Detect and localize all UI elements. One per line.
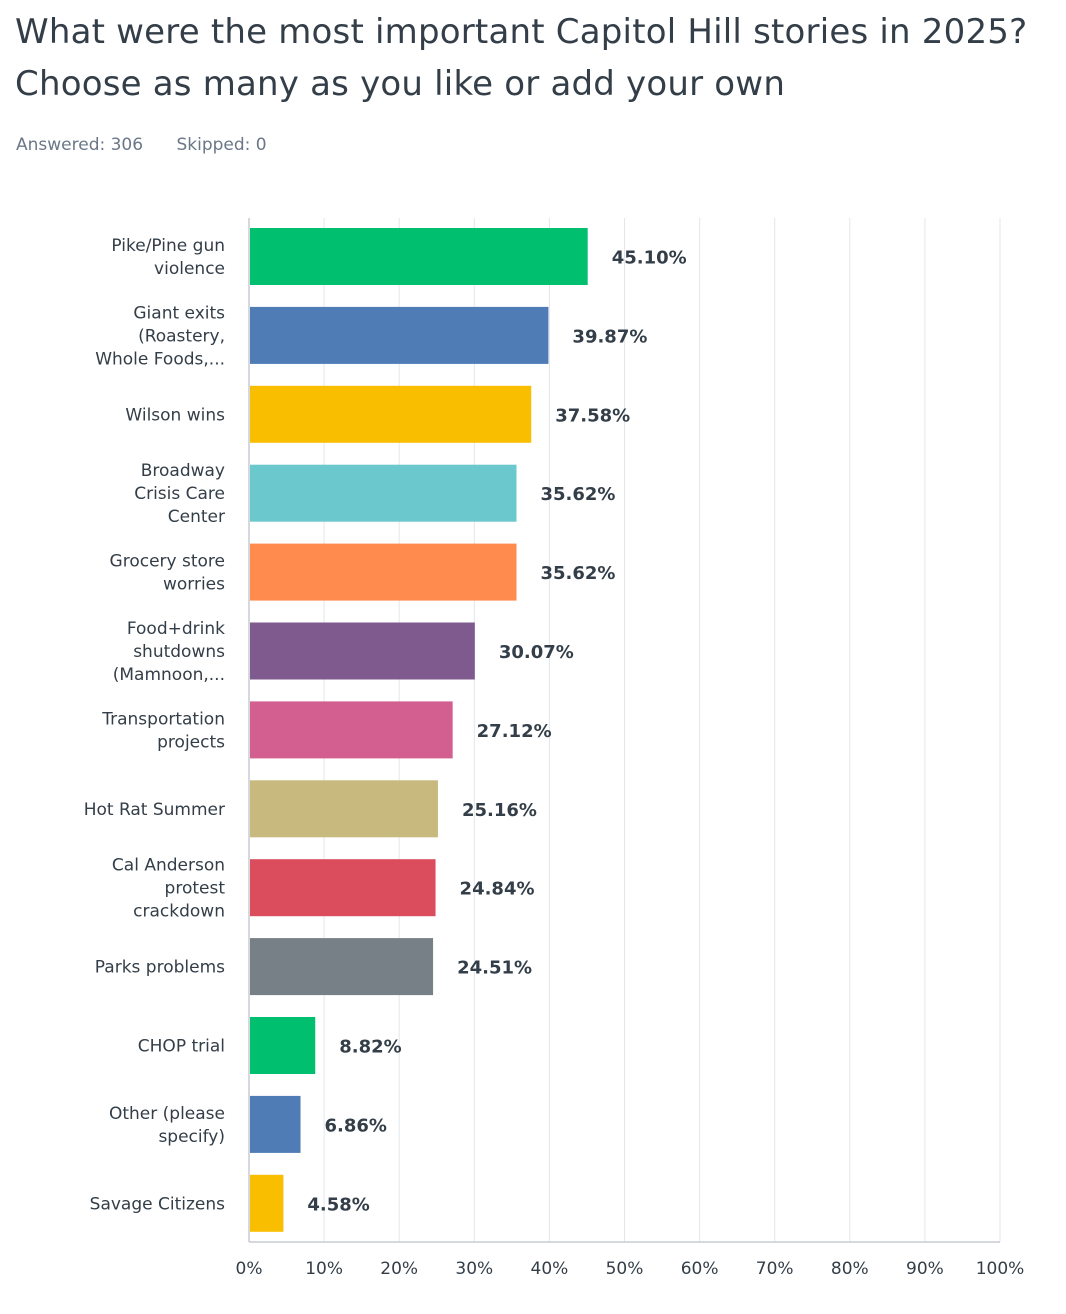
answered-count: Answered: 306 (16, 135, 144, 155)
bar (250, 701, 453, 759)
category-label-line: Broadway (141, 461, 225, 481)
category-label-line: Parks problems (95, 958, 225, 978)
bar (250, 306, 549, 364)
category-label: Transportation projects (101, 709, 225, 752)
category-label-line: projects (157, 732, 225, 752)
bar-value-label: 27.12% (477, 721, 552, 742)
x-tick-label: 10% (305, 1259, 343, 1279)
category-label-line: Cal Anderson (112, 856, 225, 876)
category-label-line: Transportation (101, 709, 225, 729)
bar (250, 1095, 301, 1153)
category-label-line: Crisis Care (134, 484, 225, 504)
category-labels: Pike/Pine gun violence Giant exits (Roaster… (84, 236, 226, 1214)
response-stats: Answered: 306 Skipped: 0 (16, 135, 295, 155)
bar-value-label: 8.82% (339, 1037, 401, 1058)
gridlines (248, 218, 1001, 1243)
category-label-line: (Mamnoon,... (113, 665, 225, 685)
category-label: Savage Citizens (90, 1194, 225, 1214)
category-label-line: Giant exits (133, 303, 225, 323)
x-tick-label: 90% (906, 1259, 944, 1279)
bar-value-label: 45.10% (612, 248, 687, 269)
bar (250, 228, 588, 285)
category-label-line: Other (please (109, 1104, 225, 1124)
category-label: Grocery store worries (110, 552, 226, 595)
x-tick-label: 80% (831, 1259, 869, 1279)
bar (250, 385, 532, 443)
category-label-line: violence (154, 259, 225, 279)
category-label-line: protest (165, 879, 226, 899)
x-tick-label: 100% (976, 1259, 1025, 1279)
bar (250, 1174, 284, 1232)
bar-value-label: 35.62% (541, 484, 616, 505)
category-label-line: Wilson wins (125, 405, 225, 425)
category-label: Pike/Pine gun violence (111, 236, 225, 279)
x-tick-label: 20% (380, 1259, 418, 1279)
bar-value-label: 39.87% (572, 326, 647, 347)
category-label: Food+drink shutdowns (Mamnoon,... (113, 619, 225, 685)
category-label: Other (please specify) (109, 1104, 225, 1147)
category-label-line: Grocery store (110, 552, 225, 572)
chart-title-line-1: What were the most important Capitol Hil… (15, 12, 1028, 52)
category-label-line: (Roastery, (138, 326, 225, 346)
bar-value-label: 4.58% (307, 1194, 369, 1215)
bar (250, 938, 434, 996)
category-label-line: specify) (158, 1127, 225, 1147)
bar (250, 464, 517, 522)
category-label-line: Hot Rat Summer (84, 800, 225, 820)
bar (250, 622, 475, 680)
bar (250, 859, 436, 917)
bar-value-label: 37.58% (555, 405, 630, 426)
x-tick-label: 0% (236, 1259, 263, 1279)
category-label: Wilson wins (125, 405, 225, 425)
x-tick-label: 70% (756, 1259, 794, 1279)
category-label-line: worries (163, 575, 225, 595)
value-labels: 45.10% 39.87% 37.58% 35.62% 35.62% 30.07% 27.1… (307, 248, 686, 1216)
bar (250, 780, 438, 838)
bar (250, 543, 517, 601)
x-tick-label: 50% (606, 1259, 644, 1279)
category-label-line: crackdown (133, 902, 225, 922)
category-label: Cal Anderson protest crackdown (112, 856, 225, 922)
bars (250, 228, 588, 1232)
category-label-line: Food+drink (127, 619, 225, 639)
bar-value-label: 24.51% (457, 958, 532, 979)
category-label-line: shutdowns (133, 642, 225, 662)
bar-value-label: 35.62% (541, 563, 616, 584)
category-label-line: Pike/Pine gun (111, 236, 225, 256)
bar-value-label: 24.84% (460, 879, 535, 900)
bar-value-label: 6.86% (325, 1115, 387, 1136)
chart-title: What were the most important Capitol Hil… (15, 6, 1055, 110)
category-label: Broadway Crisis Care Center (134, 461, 225, 527)
category-label: Parks problems (95, 958, 225, 978)
x-tick-label: 30% (455, 1259, 493, 1279)
category-label-line: Savage Citizens (90, 1194, 225, 1214)
bar (250, 1017, 316, 1074)
category-label-line: Whole Foods,... (95, 349, 225, 369)
category-label: CHOP trial (138, 1037, 225, 1057)
category-label-line: Center (168, 507, 225, 527)
chart-title-line-2: Choose as many as you like or add your o… (15, 64, 786, 104)
category-label: Giant exits (Roastery, Whole Foods,... (95, 303, 225, 369)
category-label: Hot Rat Summer (84, 800, 225, 820)
x-axis-ticks: 0% 10% 20% 30% 40% 50% 60% 70% 80% 90% 100% (236, 1259, 1025, 1279)
category-label-line: CHOP trial (138, 1037, 225, 1057)
x-tick-label: 40% (531, 1259, 569, 1279)
bar-value-label: 25.16% (462, 800, 537, 821)
bar-value-label: 30.07% (499, 642, 574, 663)
x-tick-label: 60% (681, 1259, 719, 1279)
skipped-count: Skipped: 0 (176, 135, 267, 155)
